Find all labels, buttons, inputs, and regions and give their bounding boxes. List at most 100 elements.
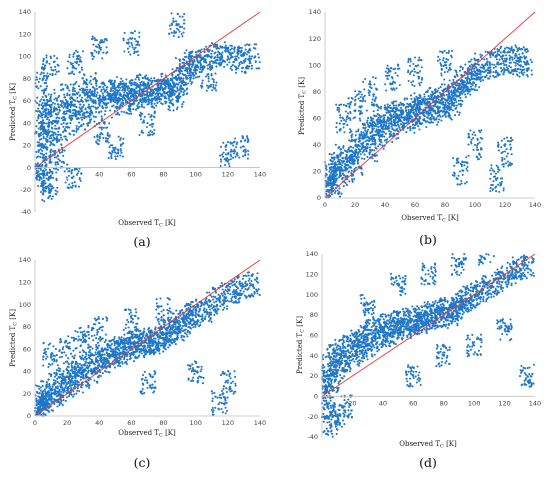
data-point: [136, 83, 139, 86]
data-point: [98, 99, 101, 102]
x-tick-label: 80: [159, 171, 167, 179]
data-point: [518, 57, 521, 60]
data-point: [239, 140, 243, 143]
data-point: [44, 116, 47, 119]
data-point: [67, 186, 70, 190]
data-point: [522, 73, 525, 76]
data-point: [41, 95, 44, 99]
data-point: [171, 93, 174, 96]
data-point: [88, 81, 91, 84]
data-point: [427, 95, 430, 98]
data-point: [351, 156, 354, 160]
data-point: [61, 119, 64, 122]
data-point: [403, 116, 407, 119]
data-point: [351, 180, 354, 183]
data-point: [476, 73, 479, 76]
data-point: [39, 73, 42, 76]
data-point: [115, 107, 119, 110]
data-point: [51, 127, 54, 130]
data-point: [223, 46, 226, 49]
data-point: [374, 96, 378, 99]
data-point: [364, 100, 367, 103]
data-point: [98, 135, 101, 138]
data-point: [518, 71, 521, 74]
data-point: [54, 163, 57, 166]
data-point: [400, 114, 403, 117]
data-point: [503, 50, 506, 53]
data-point: [442, 90, 445, 93]
data-point: [71, 182, 74, 185]
data-point: [372, 120, 375, 123]
data-point: [53, 54, 56, 57]
data-point: [325, 192, 328, 195]
data-point: [81, 50, 85, 53]
data-point: [130, 84, 133, 87]
data-point: [116, 91, 119, 94]
data-point: [384, 114, 387, 117]
data-point: [222, 151, 225, 154]
data-point: [55, 70, 58, 73]
data-point: [52, 143, 55, 146]
data-point: [89, 79, 92, 82]
data-point: [339, 148, 342, 151]
data-point: [394, 116, 397, 119]
data-point: [358, 145, 362, 148]
data-point: [71, 114, 74, 117]
data-point: [450, 49, 454, 52]
data-point: [45, 122, 48, 125]
data-point: [457, 90, 460, 93]
data-point: [487, 77, 490, 80]
data-point: [341, 157, 344, 160]
data-point: [169, 92, 172, 95]
data-point: [180, 105, 184, 108]
data-point: [46, 101, 49, 104]
data-point: [372, 127, 375, 130]
data-point: [72, 55, 75, 58]
data-point: [377, 106, 381, 109]
data-point: [397, 115, 400, 118]
data-point: [47, 184, 50, 187]
data-point: [50, 66, 53, 69]
data-point: [220, 54, 223, 57]
data-point: [192, 77, 195, 80]
data-point: [386, 64, 389, 67]
data-point: [78, 71, 81, 74]
data-point: [126, 88, 129, 91]
data-point: [357, 128, 360, 131]
data-point: [42, 193, 45, 196]
data-point: [111, 151, 114, 154]
data-point: [337, 146, 340, 149]
panel-label: (a): [133, 234, 150, 249]
data-point: [464, 89, 467, 93]
data-point: [176, 87, 179, 90]
data-point: [123, 84, 126, 87]
data-point: [359, 106, 362, 109]
data-point: [460, 79, 463, 82]
data-point: [461, 99, 464, 103]
data-point: [329, 177, 333, 180]
data-point: [230, 55, 234, 59]
data-point: [91, 58, 94, 61]
data-point: [418, 82, 421, 85]
data-point: [359, 91, 362, 94]
data-point: [214, 72, 217, 75]
data-point: [137, 54, 140, 57]
data-point: [390, 67, 393, 70]
x-tick-label: 120: [222, 171, 234, 179]
data-point: [45, 114, 48, 117]
data-point: [74, 82, 77, 85]
data-point: [144, 93, 147, 96]
data-point: [371, 157, 374, 160]
data-point: [229, 44, 232, 47]
data-point: [445, 51, 448, 54]
data-point: [419, 99, 422, 102]
data-point: [79, 56, 82, 59]
data-point: [236, 152, 239, 155]
data-point: [119, 97, 122, 101]
data-point: [398, 126, 401, 129]
data-point: [150, 103, 153, 106]
data-point: [176, 106, 179, 109]
data-point: [71, 184, 75, 187]
data-point: [375, 154, 378, 157]
